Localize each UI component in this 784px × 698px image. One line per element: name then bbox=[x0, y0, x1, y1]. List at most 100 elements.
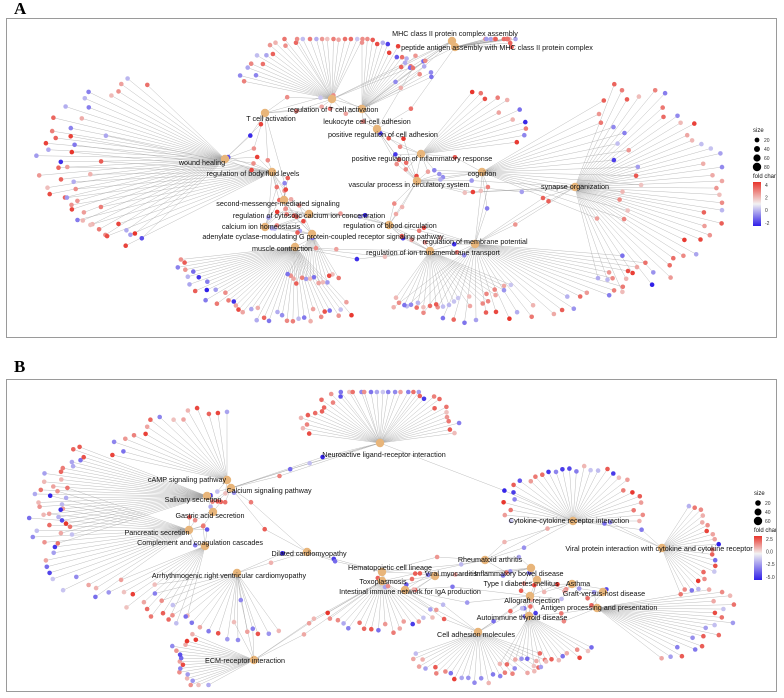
edge bbox=[49, 158, 226, 195]
edge bbox=[40, 489, 208, 497]
gene-node bbox=[354, 256, 360, 262]
gene-node bbox=[183, 642, 188, 647]
edge bbox=[453, 243, 476, 320]
edge bbox=[528, 613, 562, 617]
gene-node bbox=[141, 599, 147, 605]
edge bbox=[329, 580, 383, 619]
gene-node bbox=[704, 528, 709, 534]
gene-node bbox=[45, 185, 50, 190]
gene-node bbox=[692, 505, 697, 510]
category-node bbox=[567, 579, 577, 589]
edge bbox=[420, 97, 498, 155]
edge bbox=[145, 433, 228, 481]
gene-node bbox=[473, 317, 479, 323]
edge bbox=[108, 545, 206, 593]
edge bbox=[596, 607, 671, 657]
edge bbox=[596, 607, 719, 636]
gene-node bbox=[63, 495, 69, 501]
gene-node bbox=[284, 94, 290, 100]
gene-node bbox=[80, 218, 86, 223]
gene-node bbox=[538, 664, 544, 670]
gene-node bbox=[501, 283, 507, 289]
gene-node bbox=[504, 97, 510, 103]
category-node bbox=[525, 591, 535, 601]
edge bbox=[168, 545, 206, 620]
edge bbox=[596, 600, 714, 609]
gene-node bbox=[510, 117, 515, 122]
gene-node bbox=[327, 106, 333, 112]
edge bbox=[296, 233, 313, 284]
edge bbox=[471, 180, 576, 188]
edge bbox=[180, 654, 255, 661]
edge bbox=[70, 127, 226, 160]
edge bbox=[376, 128, 404, 139]
gene-node bbox=[397, 626, 403, 631]
edge bbox=[267, 160, 285, 201]
category-label: Intestinal immune network for IgA produc… bbox=[339, 587, 481, 596]
gene-node bbox=[511, 490, 516, 495]
gene-node bbox=[349, 312, 354, 318]
edge bbox=[474, 243, 532, 317]
edge bbox=[250, 502, 308, 553]
color-legend-title: fold change bbox=[754, 528, 776, 534]
edge bbox=[83, 158, 226, 213]
gene-node bbox=[606, 293, 612, 298]
gene-node bbox=[514, 309, 520, 315]
gene-node bbox=[73, 186, 78, 192]
edge bbox=[100, 171, 273, 208]
edge bbox=[574, 116, 664, 188]
edge bbox=[227, 572, 238, 640]
category-label: Graft-versus-host disease bbox=[563, 589, 645, 598]
edge bbox=[506, 615, 530, 665]
edge bbox=[574, 122, 681, 188]
gene-node bbox=[421, 305, 426, 310]
edge bbox=[53, 486, 208, 497]
edge bbox=[429, 250, 458, 253]
gene-node bbox=[574, 469, 579, 474]
gene-node bbox=[303, 276, 309, 282]
edge bbox=[481, 149, 629, 173]
gene-node bbox=[300, 425, 306, 431]
gene-node bbox=[125, 76, 130, 81]
edge bbox=[308, 580, 383, 624]
gene-node bbox=[434, 607, 439, 613]
gene-node bbox=[132, 231, 138, 236]
edge bbox=[484, 528, 548, 561]
gene-node bbox=[192, 542, 198, 548]
edge bbox=[141, 158, 226, 239]
gene-node bbox=[417, 393, 423, 399]
size-legend-label: 60 bbox=[765, 519, 771, 525]
edge bbox=[596, 589, 710, 609]
gene-node bbox=[434, 554, 440, 560]
edge bbox=[236, 572, 239, 641]
edge bbox=[572, 466, 585, 522]
category-label: adenylate cyclase-modulating G protein-c… bbox=[202, 232, 444, 241]
edge bbox=[363, 580, 383, 629]
edge bbox=[253, 112, 266, 149]
panel-b-gene-nodes bbox=[26, 389, 737, 688]
edge bbox=[225, 246, 296, 293]
edge bbox=[527, 615, 530, 659]
edge bbox=[118, 171, 273, 225]
edge bbox=[287, 96, 333, 100]
category-node bbox=[473, 627, 483, 637]
gene-node bbox=[325, 280, 330, 285]
edge bbox=[429, 250, 496, 296]
gene-node bbox=[485, 299, 491, 304]
gene-node bbox=[712, 536, 717, 542]
edge bbox=[207, 246, 296, 282]
gene-node bbox=[530, 303, 536, 308]
gene-node bbox=[206, 628, 211, 634]
edge bbox=[474, 243, 555, 315]
edge bbox=[523, 520, 574, 548]
edge bbox=[484, 547, 525, 561]
edge bbox=[308, 213, 360, 217]
gene-node bbox=[719, 164, 725, 170]
gene-node bbox=[93, 594, 98, 600]
gene-node bbox=[273, 40, 278, 45]
gene-node bbox=[495, 95, 501, 100]
edge bbox=[574, 186, 684, 257]
gene-node bbox=[531, 663, 537, 669]
edge bbox=[74, 144, 273, 173]
edge bbox=[474, 243, 638, 268]
